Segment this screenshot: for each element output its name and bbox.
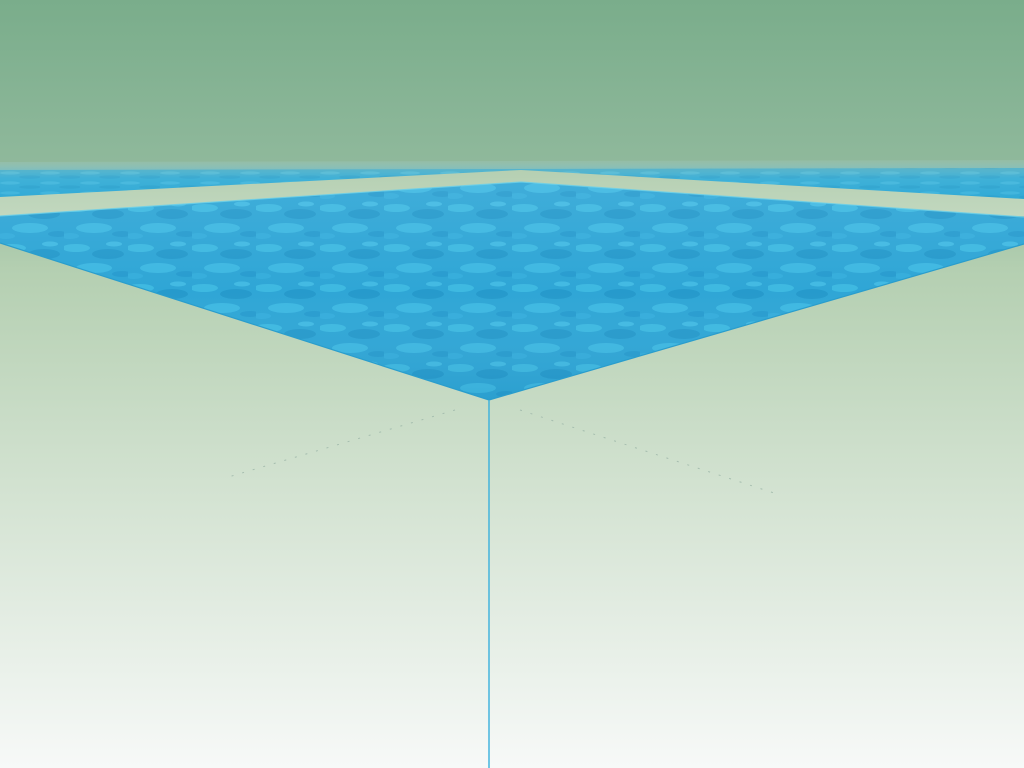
water-far-edge: [0, 181, 1024, 218]
water-shading: [0, 182, 1024, 400]
ground-dotted-edge-right: [519, 409, 781, 496]
ground-dotted-edge-left: [224, 409, 456, 479]
